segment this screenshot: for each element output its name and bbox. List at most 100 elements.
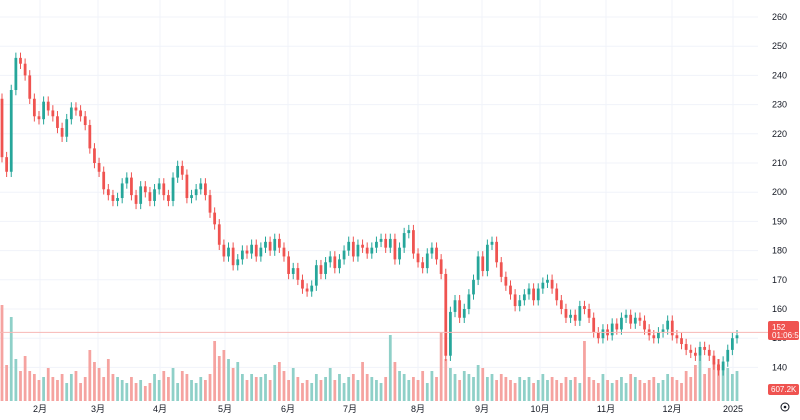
candle-body xyxy=(689,349,693,353)
candle-body xyxy=(190,195,193,199)
volume-bar xyxy=(717,359,720,401)
volume-bar xyxy=(532,383,535,401)
candle-body xyxy=(65,119,69,137)
volume-bar xyxy=(69,374,73,401)
volume-bar xyxy=(638,380,642,401)
settings-icon[interactable] xyxy=(780,402,790,412)
price-axis[interactable]: 260250240230220210200190180170160150140 xyxy=(772,12,787,372)
price-tick-label: 190 xyxy=(772,216,787,226)
candle-body xyxy=(60,127,64,137)
candle-body xyxy=(342,250,346,260)
volume-bar xyxy=(675,380,679,401)
volume-bar xyxy=(120,380,124,401)
volume-bar xyxy=(573,377,577,401)
volume-bar xyxy=(88,350,92,401)
candle-body xyxy=(319,265,323,274)
time-tick-label: 2月 xyxy=(33,404,47,414)
time-axis[interactable]: 2月 3月 4月 5月 6月 7月 8月 9月 10月 11月 12月 2025 xyxy=(33,404,743,414)
candle-body xyxy=(116,198,119,201)
candle-body xyxy=(162,183,166,196)
time-tick-label: 9月 xyxy=(475,404,489,414)
volume-bar xyxy=(240,374,244,401)
volume-bar xyxy=(620,377,623,401)
volume-bar xyxy=(19,371,22,401)
volume-bar xyxy=(398,371,401,401)
countdown-label: 01:06:57 xyxy=(772,331,800,340)
volume-bar xyxy=(684,371,688,401)
volume-bar xyxy=(643,383,646,401)
volume-bar xyxy=(518,377,522,401)
volume-bar xyxy=(97,368,101,401)
candle-body xyxy=(365,247,369,254)
volume-bar xyxy=(287,380,290,401)
candle-body xyxy=(555,288,559,301)
volume-bar xyxy=(559,383,563,401)
candle-body xyxy=(347,241,351,251)
volume-bar xyxy=(513,383,517,401)
volume-bar xyxy=(499,374,503,401)
volume-bar xyxy=(698,356,702,401)
candle-body xyxy=(698,346,702,356)
volume-bar xyxy=(9,317,13,401)
volume-bar xyxy=(157,380,161,401)
volume-bar xyxy=(342,383,346,401)
candle-body xyxy=(490,241,494,245)
candle-body xyxy=(569,314,572,318)
candle-body xyxy=(633,317,637,324)
volume-bar xyxy=(730,374,734,401)
volume-bar xyxy=(509,380,512,401)
candle-body xyxy=(213,212,217,225)
candle-body xyxy=(546,279,549,283)
candle-body xyxy=(495,241,499,263)
volume-bar xyxy=(42,377,45,401)
volume-bar xyxy=(199,377,203,401)
volume-bar xyxy=(666,374,670,401)
volume-bar xyxy=(185,374,189,401)
candle-body xyxy=(37,116,41,120)
candle-body xyxy=(301,279,304,289)
candle-body xyxy=(157,183,161,190)
volume-bar xyxy=(555,380,559,401)
volume-bar xyxy=(564,377,568,401)
candle-body xyxy=(69,107,73,120)
volume-bar xyxy=(657,383,660,401)
candle-body xyxy=(379,238,383,242)
volume-bar xyxy=(231,368,235,401)
volume-bar xyxy=(143,386,147,401)
candle-body xyxy=(439,259,443,274)
volume-bar xyxy=(458,380,462,401)
volume-bar xyxy=(583,341,586,401)
price-tick-label: 240 xyxy=(772,70,787,80)
candle-body xyxy=(615,323,619,330)
volume-bar xyxy=(356,380,360,401)
volume-bar xyxy=(624,383,628,401)
candle-body xyxy=(88,125,92,149)
volume-layer xyxy=(0,305,739,401)
candle-body xyxy=(305,288,309,292)
volume-bar xyxy=(254,377,258,401)
volume-bar xyxy=(37,380,41,401)
volume-bar xyxy=(370,377,374,401)
time-tick-label: 3月 xyxy=(91,404,105,414)
candle-body xyxy=(407,230,411,234)
candle-body xyxy=(14,57,18,90)
candle-body xyxy=(522,294,526,301)
time-tick-label: 10月 xyxy=(530,404,549,414)
candle-body xyxy=(93,148,96,163)
candle-body xyxy=(536,288,540,301)
volume-bar xyxy=(139,380,143,401)
time-tick-label: 12月 xyxy=(662,404,681,414)
candle-body xyxy=(541,282,545,289)
volume-bar xyxy=(102,377,106,401)
volume-bar xyxy=(629,374,633,401)
volume-bar xyxy=(324,377,327,401)
volume-bar xyxy=(652,377,656,401)
volume-bar xyxy=(28,371,32,401)
volume-bar xyxy=(314,374,318,401)
volume-bar xyxy=(268,380,272,401)
volume-bar xyxy=(504,377,508,401)
candle-body xyxy=(328,256,332,263)
candle-body xyxy=(19,57,22,64)
